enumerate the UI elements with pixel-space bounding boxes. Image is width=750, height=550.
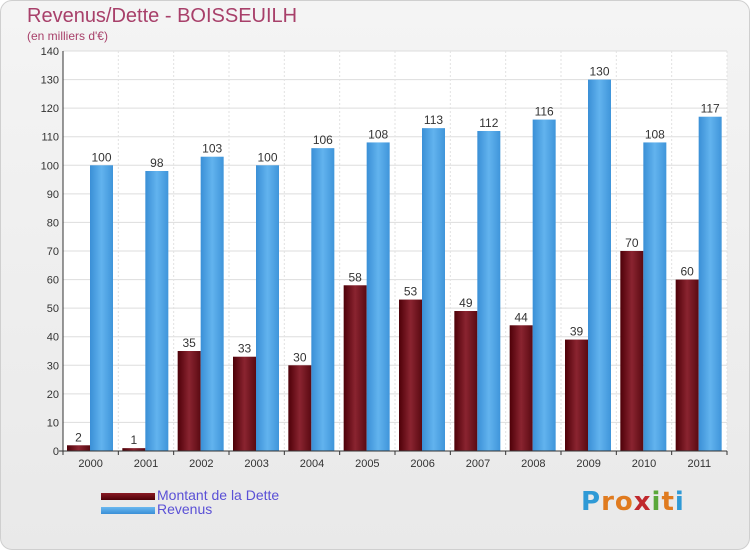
y-tick-label: 100 xyxy=(41,160,59,172)
bar-revenus xyxy=(311,148,335,451)
x-tick-label: 2002 xyxy=(189,458,213,470)
bar-revenus xyxy=(422,128,445,451)
value-label-revenus: 106 xyxy=(313,133,333,147)
bar-revenus xyxy=(90,165,113,452)
value-label-dette: 30 xyxy=(293,350,307,364)
x-tick-label: 2003 xyxy=(244,458,268,470)
chart-subtitle: (en milliers d'€) xyxy=(27,29,108,43)
x-tick-label: 2006 xyxy=(410,458,434,470)
y-tick-label: 110 xyxy=(41,132,59,144)
chart-title: Revenus/Dette - BOISSEUILH xyxy=(27,5,298,27)
value-label-dette: 35 xyxy=(182,336,196,350)
logo-letter: t xyxy=(661,487,675,517)
bar-revenus xyxy=(145,171,169,451)
y-tick-label: 50 xyxy=(47,303,59,315)
bar-dette xyxy=(675,279,699,451)
x-tick-label: 2008 xyxy=(521,458,545,470)
logo-letter: i xyxy=(674,487,685,517)
y-tick-label: 80 xyxy=(47,217,59,229)
y-tick-label: 60 xyxy=(47,275,59,287)
labels: 0102030405060708090100110120130140210020… xyxy=(41,46,720,470)
bar-revenus xyxy=(643,142,667,451)
bar-dette xyxy=(399,299,422,451)
legend-label-dette: Montant de la Dette xyxy=(157,487,280,503)
value-label-dette: 2 xyxy=(75,430,82,444)
y-tick-label: 130 xyxy=(41,75,59,87)
x-tick-label: 2001 xyxy=(134,458,158,470)
value-label-revenus: 98 xyxy=(150,156,164,170)
bar-dette xyxy=(509,325,533,451)
bar-dette xyxy=(288,365,312,451)
x-tick-label: 2004 xyxy=(300,458,324,470)
bar-dette xyxy=(233,356,256,451)
axes xyxy=(59,51,728,455)
value-label-dette: 70 xyxy=(625,236,639,250)
y-tick-label: 120 xyxy=(41,103,59,115)
x-tick-label: 2005 xyxy=(355,458,379,470)
logo-letter: i xyxy=(651,487,662,517)
value-label-revenus: 112 xyxy=(479,116,498,130)
logo-letter: P xyxy=(581,487,602,517)
bar-dette xyxy=(620,251,644,451)
value-label-revenus: 108 xyxy=(368,127,388,141)
bar-revenus xyxy=(477,131,501,451)
bar-revenus xyxy=(200,156,224,451)
y-tick-label: 40 xyxy=(47,332,59,344)
legend-swatch-dette xyxy=(101,493,155,500)
y-tick-label: 20 xyxy=(47,389,59,401)
value-label-dette: 49 xyxy=(459,296,473,310)
value-label-revenus: 130 xyxy=(589,65,609,79)
grid-lines xyxy=(62,50,728,452)
logo-letter: x xyxy=(633,487,652,517)
x-tick-label: 2010 xyxy=(632,458,656,470)
bar-revenus xyxy=(256,165,279,452)
value-label-revenus: 108 xyxy=(645,127,665,141)
value-label-dette: 1 xyxy=(130,433,137,447)
logo-letter: r xyxy=(601,487,615,517)
bar-dette xyxy=(454,311,478,451)
bar-revenus xyxy=(532,119,556,452)
x-tick-label: 2009 xyxy=(576,458,600,470)
y-tick-label: 140 xyxy=(41,46,59,58)
value-label-revenus: 116 xyxy=(535,105,554,119)
bar-dette xyxy=(343,285,367,451)
legend-swatch-revenus xyxy=(101,507,155,514)
bars xyxy=(67,79,722,452)
value-label-dette: 60 xyxy=(680,265,694,279)
value-label-revenus: 100 xyxy=(257,150,277,164)
y-tick-label: 10 xyxy=(47,417,59,429)
value-label-dette: 33 xyxy=(238,342,252,356)
bar-revenus xyxy=(588,79,611,452)
value-label-dette: 53 xyxy=(404,285,418,299)
x-tick-label: 2007 xyxy=(466,458,490,470)
value-label-revenus: 100 xyxy=(91,150,111,164)
bar-dette xyxy=(122,448,146,451)
x-tick-label: 2000 xyxy=(78,458,102,470)
proxiti-logo: Proxiti xyxy=(581,487,685,517)
bar-dette xyxy=(67,445,90,451)
legend-label-revenus: Revenus xyxy=(157,501,213,517)
bar-revenus xyxy=(698,116,722,451)
x-tick-label: 2011 xyxy=(688,458,712,470)
y-tick-label: 30 xyxy=(47,360,59,372)
value-label-revenus: 113 xyxy=(424,113,443,127)
value-label-dette: 58 xyxy=(348,270,362,284)
bar-dette xyxy=(565,339,588,451)
bar-revenus xyxy=(366,142,390,451)
value-label-dette: 39 xyxy=(570,325,584,339)
value-label-revenus: 103 xyxy=(202,142,222,156)
value-label-revenus: 117 xyxy=(701,102,720,116)
y-tick-label: 90 xyxy=(47,189,59,201)
y-tick-label: 0 xyxy=(53,446,59,458)
bar-dette xyxy=(177,351,201,451)
logo-letter: o xyxy=(614,487,634,517)
value-label-dette: 44 xyxy=(514,310,528,324)
y-tick-label: 70 xyxy=(47,246,59,258)
